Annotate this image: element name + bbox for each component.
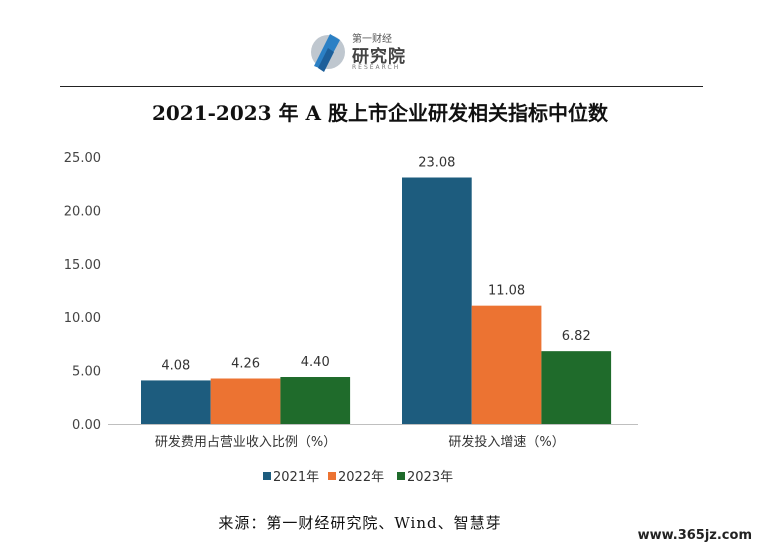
data-label: 6.82 — [562, 329, 591, 344]
y-tick-label: 15.00 — [64, 258, 101, 273]
category-label: 研发费用占营业收入比例（%） — [155, 434, 336, 450]
bar-chart: 0.00 5.00 10.00 15.00 20.00 25.00 4.08 4.26 4.40… — [64, 151, 638, 485]
y-tick-label: 10.00 — [64, 311, 101, 326]
logo — [306, 28, 410, 76]
legend-swatch — [263, 472, 271, 480]
data-label: 11.08 — [488, 284, 525, 299]
legend-swatch — [328, 472, 336, 480]
y-tick-label: 20.00 — [64, 204, 101, 219]
y-tick-label: 0.00 — [72, 418, 101, 433]
bar-2022年-1 — [471, 305, 542, 424]
chart-title: 2021-2023 年 A 股上市企业研发相关指标中位数 — [151, 101, 609, 125]
legend-label: 2022年 — [338, 470, 384, 485]
logo-top-text: 第一财经 — [352, 34, 392, 45]
legend-swatch — [397, 472, 405, 480]
logo-icon — [311, 34, 345, 72]
data-label: 4.26 — [231, 357, 260, 372]
data-label: 4.40 — [301, 355, 330, 370]
category-label: 研发投入增速（%） — [448, 434, 564, 450]
data-label: 23.08 — [418, 156, 455, 171]
bar-2021年-1 — [402, 177, 472, 424]
source-note: 来源：第一财经研究院、Wind、智慧芽 — [218, 514, 502, 532]
y-tick-label: 25.00 — [64, 151, 101, 166]
watermark: www.365jz.com — [637, 528, 752, 543]
legend-label: 2021年 — [273, 470, 319, 485]
legend-label: 2023年 — [407, 470, 453, 485]
header-divider — [60, 86, 703, 87]
bar-2021年-0 — [141, 380, 211, 424]
logo-main-text: 研究院 — [352, 47, 406, 67]
y-tick-label: 5.00 — [72, 365, 101, 380]
logo-en-text: RESEARCH — [352, 64, 401, 71]
bar-2023年-0 — [280, 377, 351, 424]
bar-2022年-0 — [210, 378, 281, 424]
data-label: 4.08 — [161, 358, 190, 373]
bar-2023年-1 — [541, 351, 612, 424]
